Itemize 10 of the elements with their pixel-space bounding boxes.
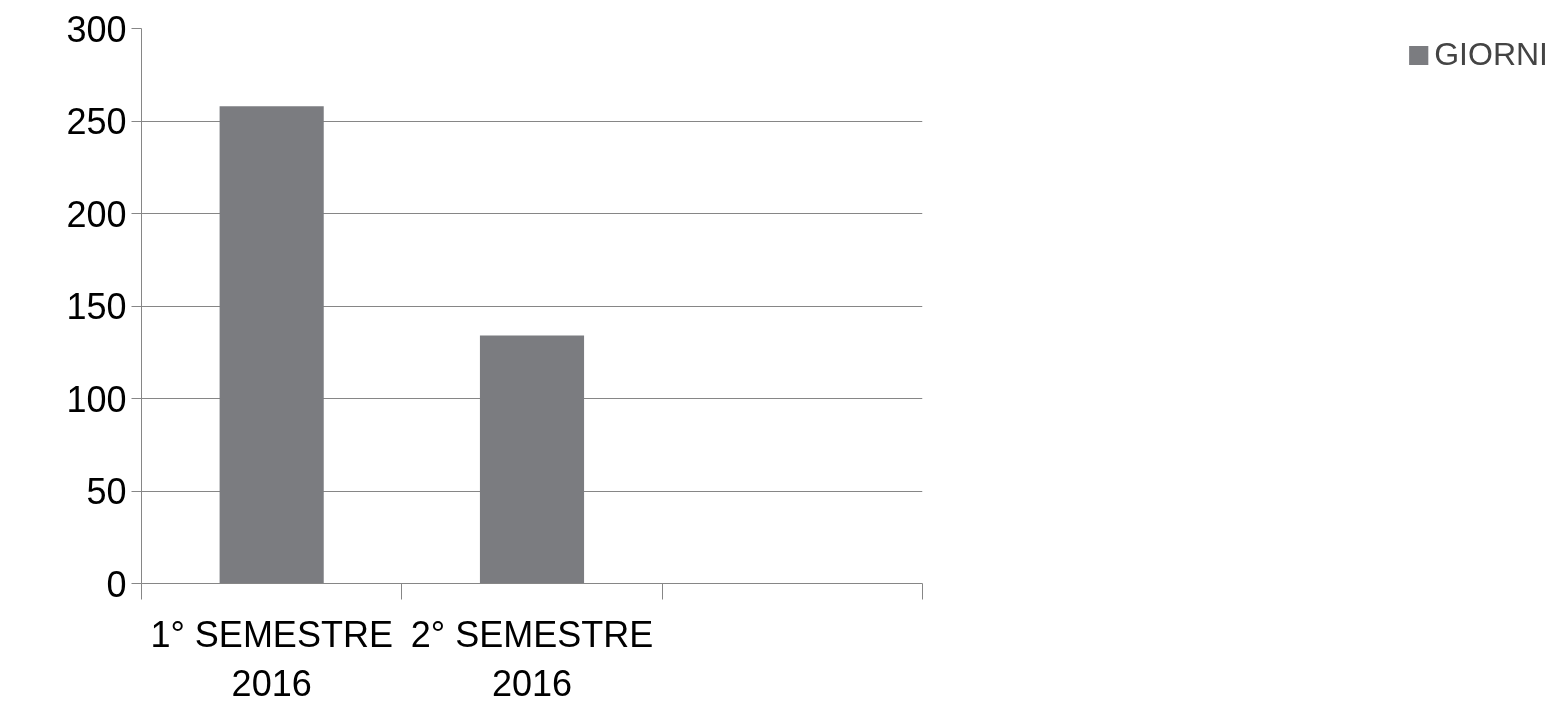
y-tick-label: 150 — [66, 286, 127, 327]
x-tick-label: 1° SEMESTRE 2016 — [150, 613, 393, 704]
y-tick-label: 200 — [66, 193, 127, 235]
y-tick-label: 0 — [106, 563, 127, 605]
x-tick-label: 2° SEMESTRE 2016 — [410, 613, 654, 704]
y-tick-label: 50 — [86, 471, 127, 512]
y-tick-label: 100 — [66, 378, 127, 420]
y-tick-label: 300 — [66, 8, 127, 50]
legend-label: GIORNI — [1434, 36, 1548, 73]
y-tick-label: 250 — [66, 101, 127, 142]
